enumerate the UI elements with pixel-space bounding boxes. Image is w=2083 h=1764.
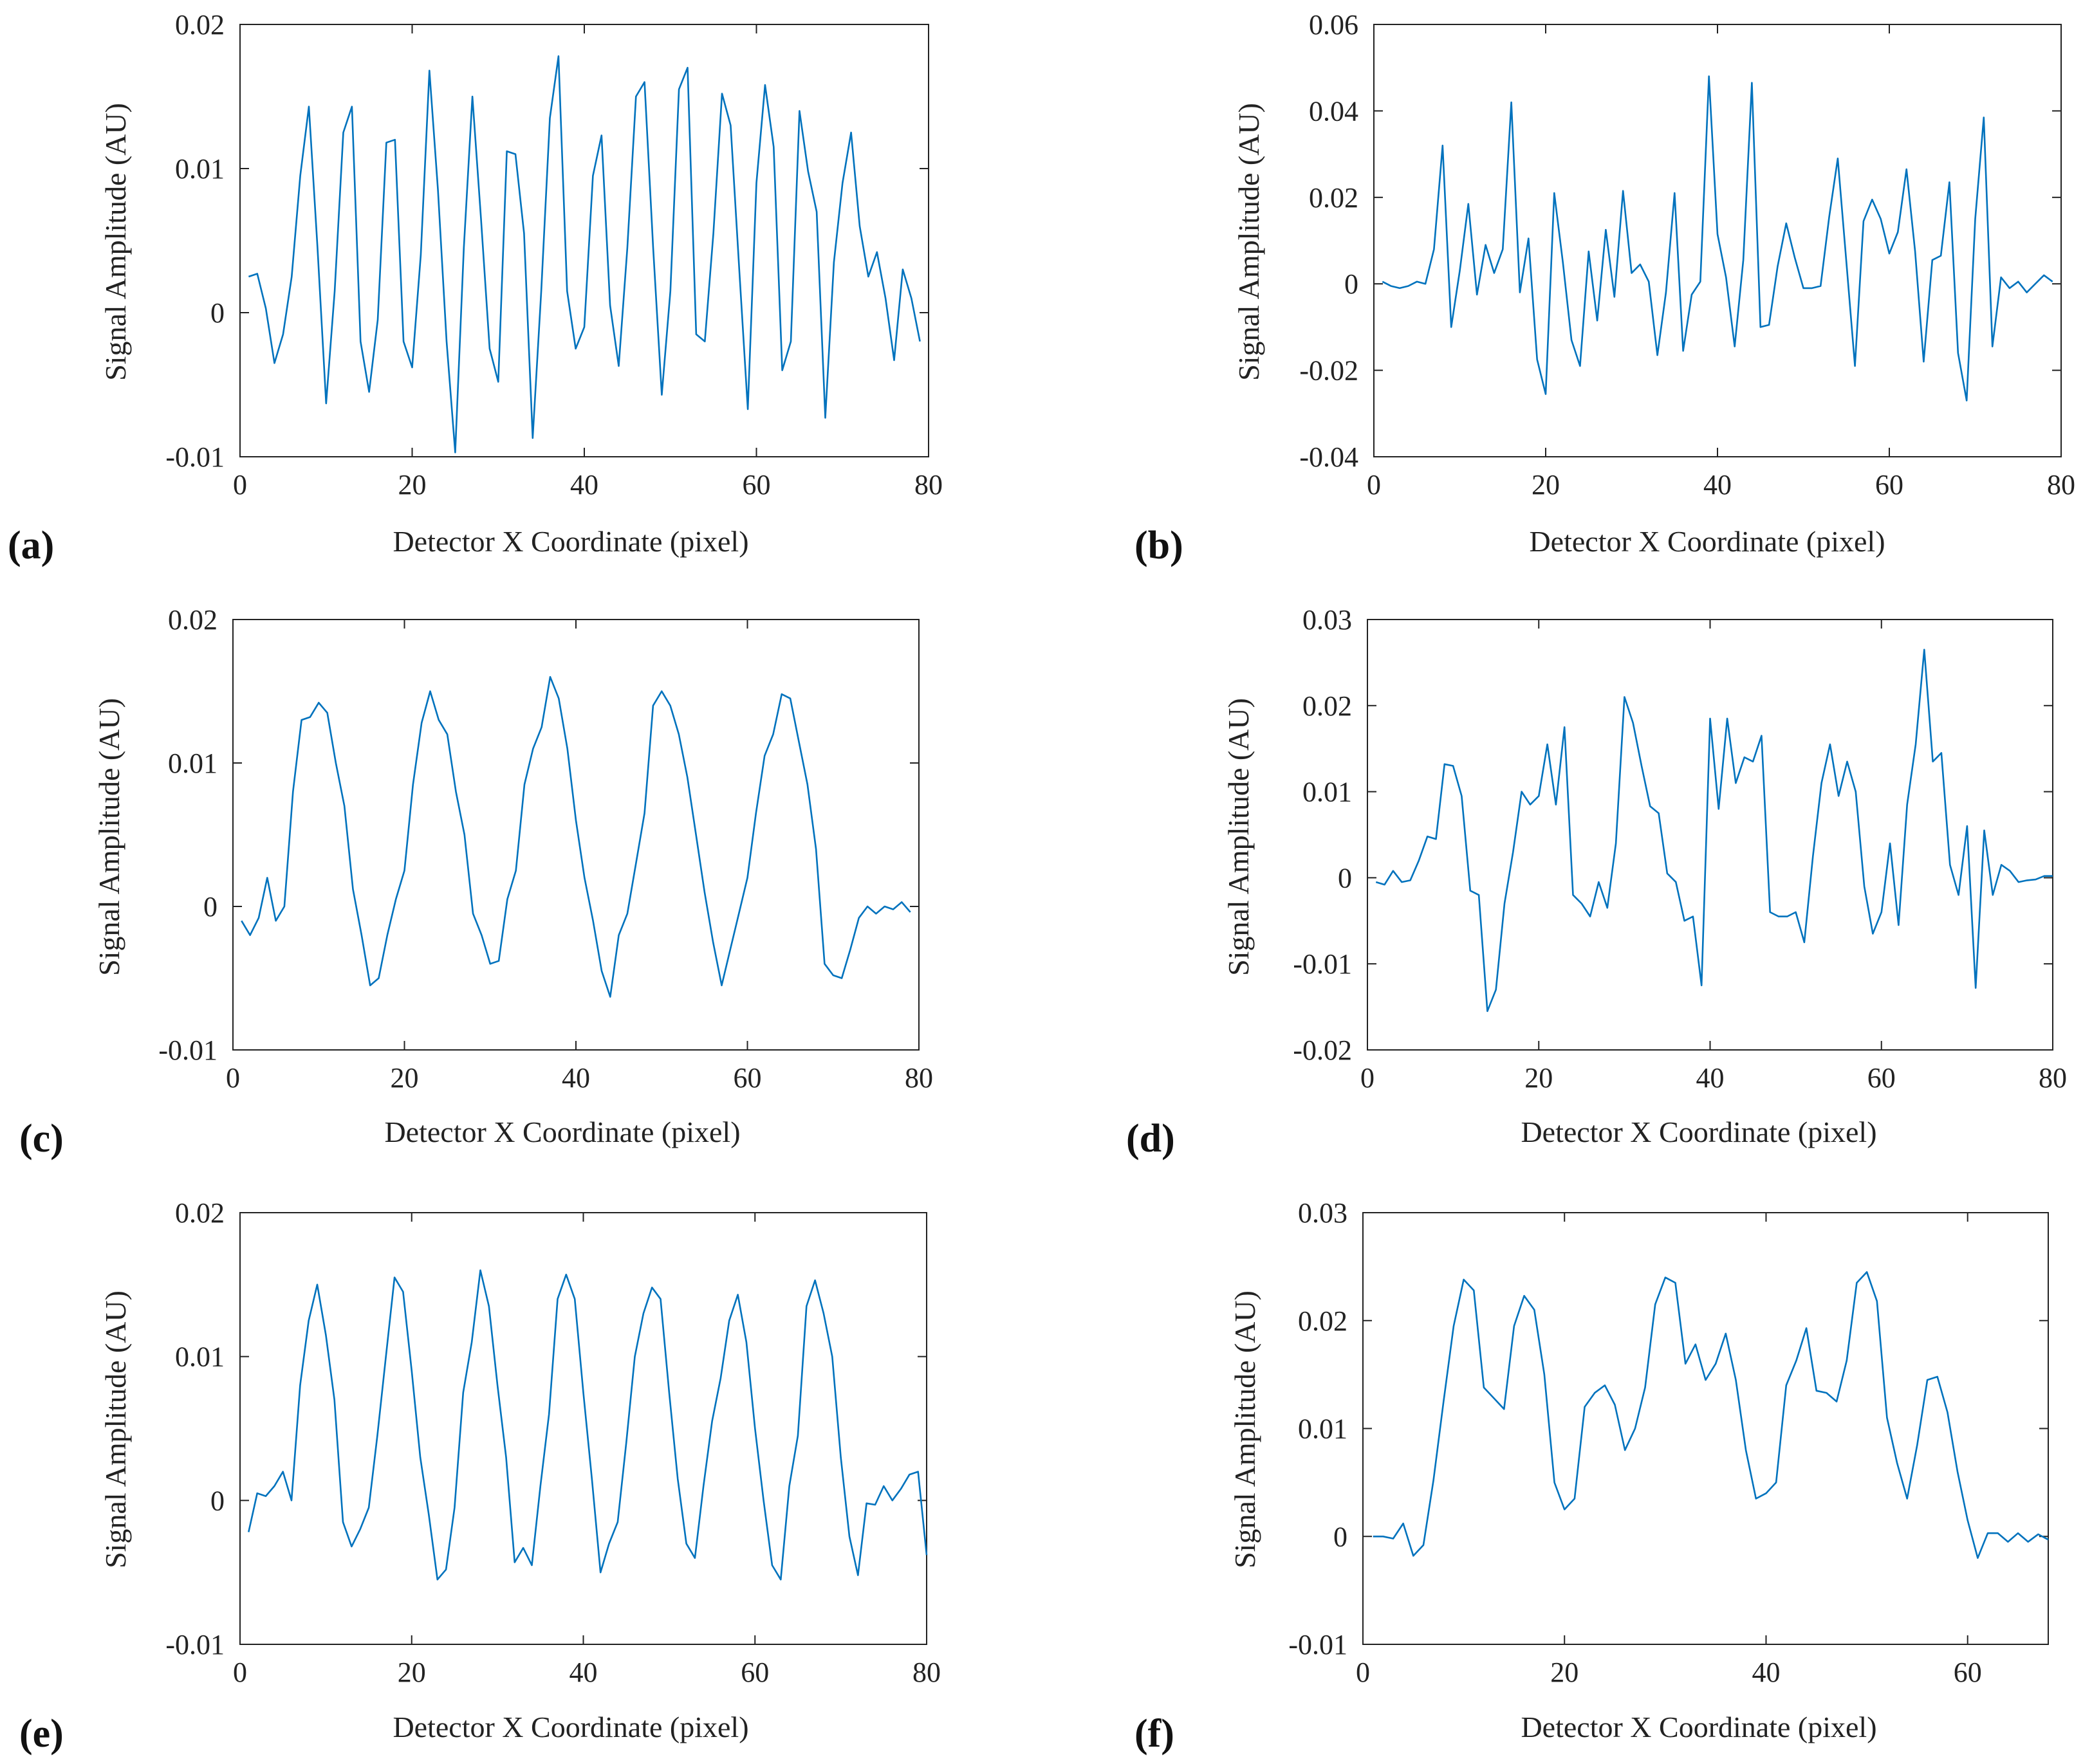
y-tick-label: -0.01 xyxy=(158,1034,218,1066)
x-axis-label: Detector X Coordinate (pixel) xyxy=(1521,1116,1876,1148)
x-axis-label: Detector X Coordinate (pixel) xyxy=(393,525,748,558)
plot-frame xyxy=(1367,619,2053,1051)
x-axis-label: Detector X Coordinate (pixel) xyxy=(1529,525,1885,558)
plot-frame xyxy=(232,619,920,1051)
y-tick-label: 0 xyxy=(203,891,218,923)
x-tick-label: 0 xyxy=(233,1657,247,1688)
y-axis-label: Signal Amplitude (AU) xyxy=(1222,698,1255,976)
y-axis-label: Signal Amplitude (AU) xyxy=(1228,1291,1261,1568)
y-tick-label: 0.02 xyxy=(168,604,218,636)
y-axis-label: Signal Amplitude (AU) xyxy=(99,103,132,381)
x-axis-label: Detector X Coordinate (pixel) xyxy=(393,1711,748,1743)
x-tick-label: 20 xyxy=(1524,1062,1553,1094)
y-tick-label: 0 xyxy=(1333,1521,1347,1552)
x-tick-label: 0 xyxy=(1356,1657,1370,1688)
panel-label: (f) xyxy=(1134,1712,1174,1756)
panel-label: (a) xyxy=(8,524,54,567)
x-tick-label: 40 xyxy=(1696,1062,1725,1094)
x-tick-label: 80 xyxy=(2039,1062,2067,1094)
plot-frame xyxy=(1362,1212,2049,1645)
plot-frame xyxy=(239,1212,927,1645)
series-line xyxy=(248,55,921,454)
y-tick-label: -0.01 xyxy=(165,441,225,473)
y-tick-label: 0.02 xyxy=(1309,182,1358,214)
x-tick-label: 40 xyxy=(570,469,598,501)
series-line xyxy=(1373,1271,2049,1559)
x-tick-label: 40 xyxy=(1752,1657,1780,1688)
panel-a: Signal Amplitude (AU) Detector X Coordin… xyxy=(8,9,943,567)
y-tick-label: 0.02 xyxy=(175,9,225,41)
y-tick-label: 0.03 xyxy=(1298,1197,1347,1229)
series-line xyxy=(241,675,911,998)
y-tick-label: 0.01 xyxy=(168,748,218,779)
panel-e: Signal Amplitude (AU) Detector X Coordin… xyxy=(19,1197,941,1756)
x-tick-label: 60 xyxy=(741,1657,769,1688)
x-tick-label: 20 xyxy=(398,469,427,501)
y-axis-label: Signal Amplitude (AU) xyxy=(99,1291,132,1568)
y-tick-label: 0.01 xyxy=(1298,1413,1347,1445)
x-axis-label: Detector X Coordinate (pixel) xyxy=(1521,1711,1876,1743)
y-axis-label: Signal Amplitude (AU) xyxy=(93,698,125,976)
y-tick-label: 0 xyxy=(1338,862,1352,894)
x-tick-label: 80 xyxy=(2047,469,2075,501)
y-axis-label: Signal Amplitude (AU) xyxy=(1232,103,1265,381)
series-line xyxy=(1375,648,2053,1013)
x-tick-label: 0 xyxy=(1360,1062,1375,1094)
x-tick-label: 60 xyxy=(734,1062,762,1094)
y-tick-label: 0.04 xyxy=(1309,95,1358,127)
x-axis-label: Detector X Coordinate (pixel) xyxy=(384,1116,740,1148)
plot-frame xyxy=(1373,24,2062,457)
x-tick-label: 40 xyxy=(569,1657,598,1688)
series-line xyxy=(248,1269,928,1581)
panel-d: Signal Amplitude (AU) Detector X Coordin… xyxy=(1126,604,2067,1161)
panel-label: (b) xyxy=(1134,524,1183,567)
panel-label: (c) xyxy=(19,1117,64,1161)
y-tick-label: 0.02 xyxy=(1302,690,1352,722)
x-tick-label: 80 xyxy=(914,469,943,501)
y-tick-label: 0.02 xyxy=(1298,1305,1347,1337)
x-tick-label: 60 xyxy=(743,469,771,501)
y-tick-label: 0.02 xyxy=(175,1197,225,1229)
y-tick-label: 0.01 xyxy=(175,153,225,185)
x-tick-label: 60 xyxy=(1867,1062,1896,1094)
y-tick-label: 0 xyxy=(210,1485,225,1516)
panel-label: (d) xyxy=(1126,1117,1175,1161)
x-tick-label: 60 xyxy=(1954,1657,1982,1688)
y-tick-label: 0 xyxy=(1344,268,1358,300)
y-tick-label: 0.06 xyxy=(1309,9,1358,41)
y-tick-label: 0.03 xyxy=(1302,604,1352,636)
x-tick-label: 80 xyxy=(912,1657,941,1688)
x-tick-label: 40 xyxy=(1703,469,1732,501)
y-tick-label: -0.01 xyxy=(165,1629,225,1660)
panel-f: Signal Amplitude (AU) Detector X Coordin… xyxy=(1134,1197,2049,1756)
x-tick-label: 20 xyxy=(398,1657,426,1688)
x-tick-label: 0 xyxy=(1367,469,1381,501)
panel-c: Signal Amplitude (AU) Detector X Coordin… xyxy=(19,604,933,1161)
y-tick-label: -0.01 xyxy=(1288,1629,1347,1660)
x-tick-label: 80 xyxy=(905,1062,933,1094)
x-tick-label: 60 xyxy=(1875,469,1903,501)
y-tick-label: -0.02 xyxy=(1299,355,1358,387)
y-tick-label: -0.01 xyxy=(1293,948,1352,980)
panel-b: Signal Amplitude (AU) Detector X Coordin… xyxy=(1134,9,2075,567)
y-tick-label: 0 xyxy=(210,297,225,329)
y-tick-label: -0.04 xyxy=(1299,441,1358,473)
plot-frame xyxy=(239,24,929,457)
x-tick-label: 0 xyxy=(233,469,247,501)
y-tick-label: 0.01 xyxy=(1302,776,1352,808)
y-tick-label: 0.01 xyxy=(175,1341,225,1373)
series-line xyxy=(1382,75,2053,401)
x-tick-label: 40 xyxy=(562,1062,590,1094)
panel-label: (e) xyxy=(19,1712,64,1756)
x-tick-label: 20 xyxy=(391,1062,419,1094)
x-tick-label: 0 xyxy=(226,1062,240,1094)
x-tick-label: 20 xyxy=(1532,469,1560,501)
x-tick-label: 20 xyxy=(1550,1657,1578,1688)
y-tick-label: -0.02 xyxy=(1293,1034,1352,1066)
